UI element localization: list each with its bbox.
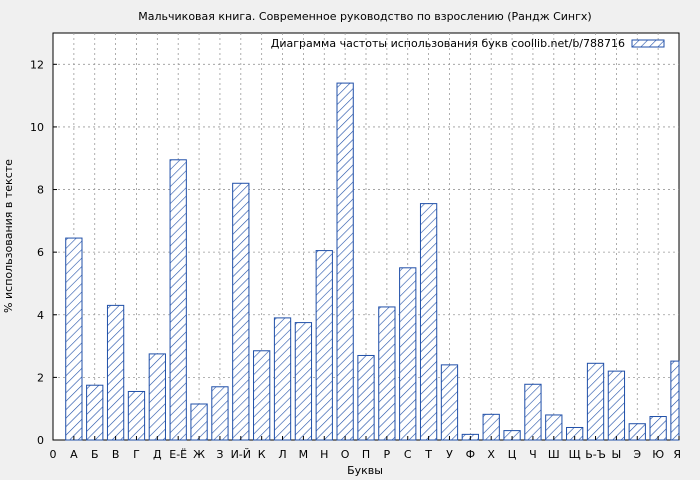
legend-swatch xyxy=(631,39,665,48)
x-tick-label: У xyxy=(446,448,453,461)
bar xyxy=(336,82,354,441)
x-tick-label: Л xyxy=(278,448,286,461)
x-tick-label: Щ xyxy=(569,448,581,461)
x-tick-label: Ч xyxy=(529,448,537,461)
x-tick-label: Ф xyxy=(466,448,475,461)
x-tick-label: О xyxy=(341,448,350,461)
bar xyxy=(378,306,396,441)
y-axis-label: % использования в тексте xyxy=(2,159,15,313)
x-tick-label: Д xyxy=(153,448,162,461)
bar xyxy=(106,304,125,441)
x-tick-label: Г xyxy=(133,448,140,461)
legend-label: Диаграмма частоты использования букв coo… xyxy=(271,37,625,50)
x-tick-label: Ж xyxy=(193,448,205,461)
bar xyxy=(586,362,605,441)
bars xyxy=(65,82,680,441)
grid-lines xyxy=(53,33,679,440)
x-tick-label: 0 xyxy=(50,448,57,461)
x-tick-label: А xyxy=(70,448,78,461)
x-tick-label: П xyxy=(362,448,370,461)
y-tick-label: 6 xyxy=(37,246,44,259)
y-tick-label: 8 xyxy=(37,184,44,197)
bar xyxy=(607,370,626,441)
bar xyxy=(273,317,292,441)
bar xyxy=(127,390,146,441)
bar xyxy=(357,354,375,441)
x-tick-label: Р xyxy=(384,448,391,461)
bar xyxy=(670,360,680,441)
x-tick-label: Э xyxy=(633,448,641,461)
x-axis-label: Буквы xyxy=(347,464,383,477)
x-tick-label: Ш xyxy=(548,448,560,461)
y-tick-label: 2 xyxy=(37,371,44,384)
x-tick-label: З xyxy=(216,448,223,461)
x-tick-label: К xyxy=(258,448,266,461)
bar xyxy=(294,322,313,441)
chart-title: Мальчиковая книга. Современное руководст… xyxy=(138,10,591,23)
bar xyxy=(253,350,271,441)
bar xyxy=(65,237,83,441)
y-tick-label: 0 xyxy=(37,434,44,447)
x-tick-label: Ц xyxy=(508,448,517,461)
x-tick-label: Ы xyxy=(612,448,622,461)
bar xyxy=(232,182,250,441)
x-tick-label: Я xyxy=(673,448,681,461)
x-tick-label: Х xyxy=(487,448,495,461)
bar xyxy=(86,384,104,441)
bar xyxy=(169,159,187,441)
x-axis-ticks: 0 А Б В Г Д Е-Ё Ж З И-Й К Л М Н О П Р С Т У Ф Х Ц Ч Ш Щ Ь-Ъ Ы Э Ю Я xyxy=(50,436,681,461)
x-tick-label: С xyxy=(404,448,412,461)
y-axis-ticks: 0 2 4 6 8 10 12 xyxy=(30,58,57,447)
y-tick-label: 10 xyxy=(30,121,44,134)
x-tick-label: Т xyxy=(424,448,432,461)
x-tick-label: Ь-Ъ xyxy=(585,448,606,461)
legend: Диаграмма частоты использования букв coo… xyxy=(271,37,665,50)
x-tick-label: Е-Ё xyxy=(169,448,187,461)
x-tick-label: Н xyxy=(320,448,328,461)
bar xyxy=(419,203,438,441)
bar xyxy=(440,364,459,441)
x-tick-label: И-Й xyxy=(231,448,251,461)
bar xyxy=(211,386,229,441)
bar xyxy=(148,353,166,441)
y-tick-label: 12 xyxy=(30,58,44,71)
bar xyxy=(315,250,333,441)
bar xyxy=(190,403,208,441)
x-tick-label: В xyxy=(112,448,120,461)
bar xyxy=(524,383,542,441)
x-tick-label: М xyxy=(299,448,309,461)
x-tick-label: Б xyxy=(91,448,99,461)
y-tick-label: 4 xyxy=(37,309,44,322)
bar xyxy=(399,267,417,441)
x-tick-label: Ю xyxy=(652,448,664,461)
